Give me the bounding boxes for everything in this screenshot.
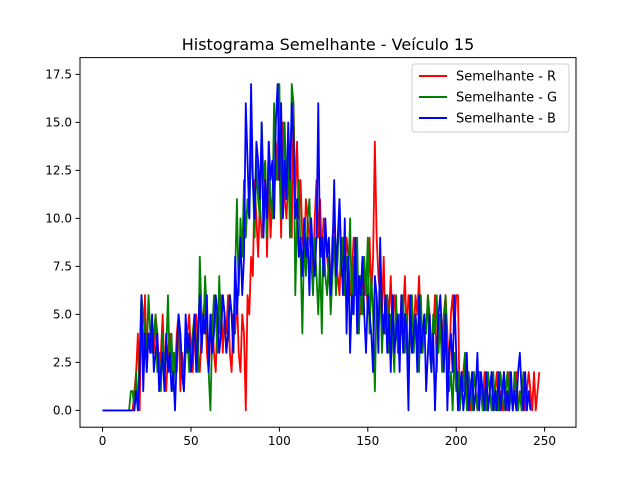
- x-tick-label: 100: [268, 434, 291, 448]
- y-axis-ticks: 0.0 2.5 5.0 7.5 10.0 12.5 15.0 17.5: [45, 67, 80, 417]
- legend-label: Semelhante - B: [456, 112, 556, 127]
- legend-box: [411, 63, 570, 133]
- y-tick-label: 12.5: [45, 163, 72, 177]
- chart-title: Histograma Semelhante - Veículo 15: [182, 35, 475, 54]
- y-tick-label: 17.5: [45, 67, 72, 81]
- legend: Semelhante - R Semelhante - G Semelhante -…: [411, 63, 570, 133]
- plot-frame: [79, 57, 577, 428]
- y-tick-label: 5.0: [53, 307, 72, 321]
- y-tick-label: 7.5: [53, 259, 72, 273]
- y-tick-label: 10.0: [45, 211, 72, 225]
- x-tick-label: 200: [445, 434, 468, 448]
- series-lines: [102, 83, 541, 412]
- y-tick-label: 0.0: [53, 403, 72, 417]
- y-tick-label: 2.5: [53, 355, 72, 369]
- series-line-3: [102, 83, 532, 412]
- legend-label: Semelhante - G: [456, 91, 557, 106]
- x-tick-label: 0: [99, 434, 107, 448]
- legend-label: Semelhante - R: [456, 70, 556, 85]
- x-axis-ticks: 0 50 100 150 200 250: [99, 427, 556, 448]
- x-tick-label: 150: [356, 434, 379, 448]
- x-tick-label: 50: [183, 434, 198, 448]
- y-tick-label: 15.0: [45, 115, 72, 129]
- x-tick-label: 250: [533, 434, 556, 448]
